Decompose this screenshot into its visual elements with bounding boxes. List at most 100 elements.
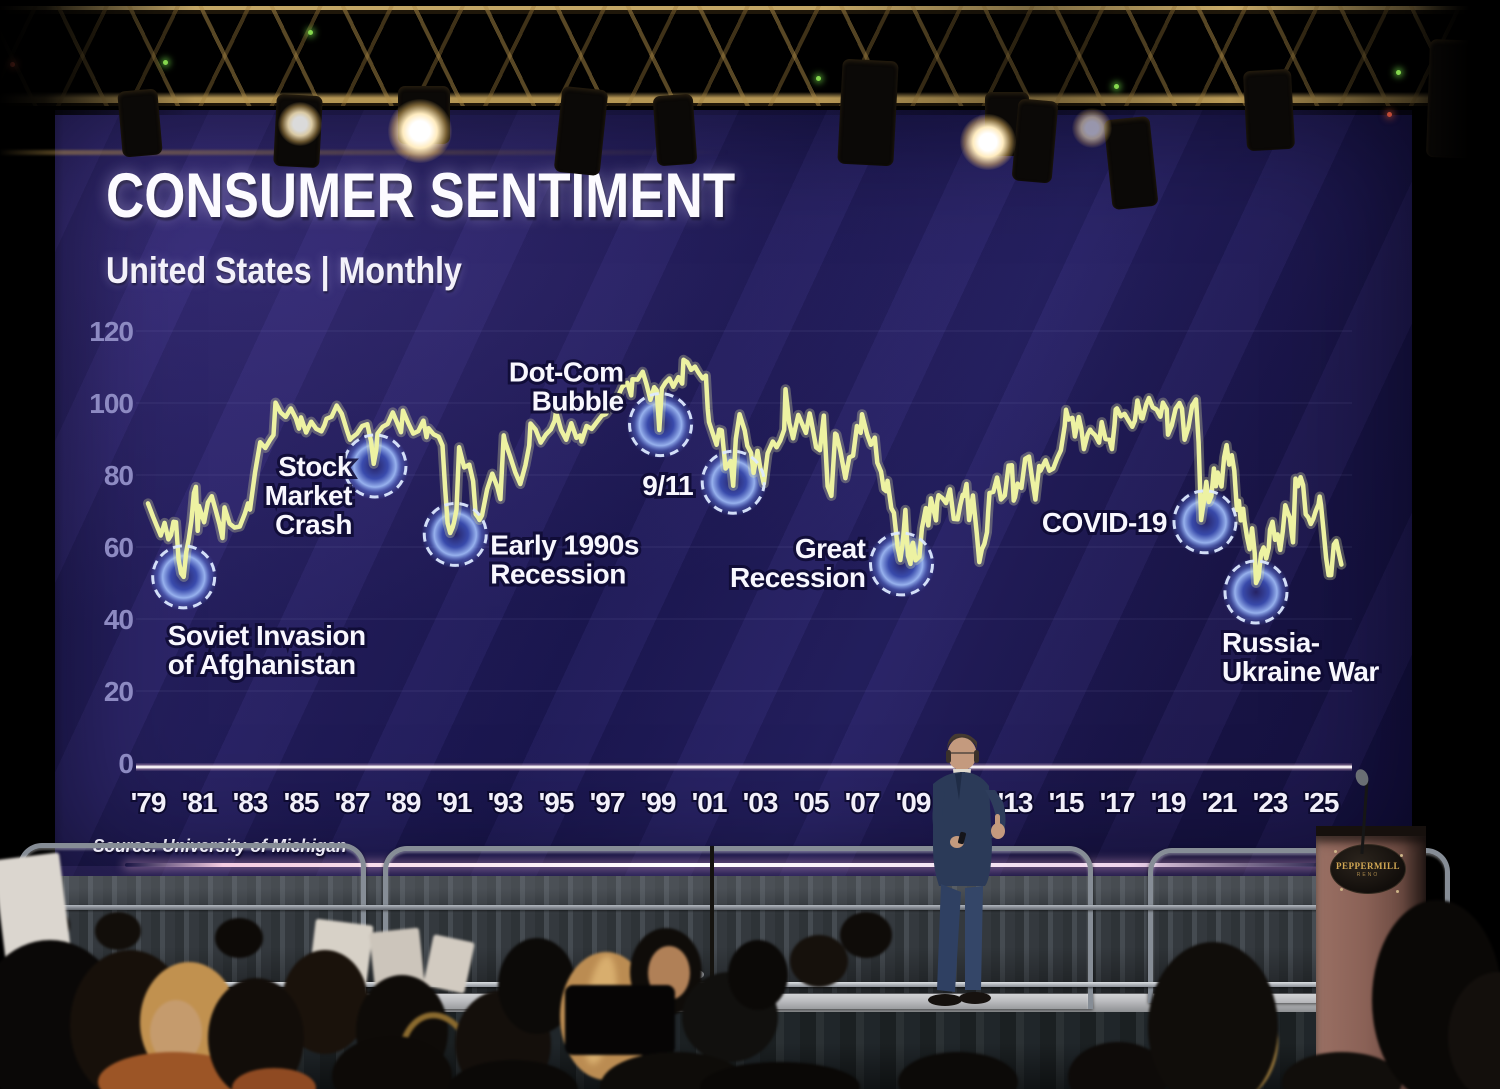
event-marker-glow bbox=[1221, 558, 1290, 626]
y-axis-tick: 0 bbox=[118, 748, 133, 779]
audience-member bbox=[728, 940, 788, 1010]
audience-member bbox=[898, 1052, 1018, 1089]
y-axis-tick: 80 bbox=[104, 460, 134, 491]
event-label: Bubble bbox=[532, 386, 624, 417]
slide-title: CONSUMER SENTIMENT bbox=[106, 161, 736, 231]
x-axis-tick: '05 bbox=[794, 787, 829, 818]
fixture-status-led-red bbox=[1387, 112, 1392, 117]
equipment-case bbox=[565, 985, 675, 1055]
presenter-right-arm bbox=[932, 790, 957, 848]
y-axis-tick: 40 bbox=[104, 604, 134, 635]
bright-stage-lamp bbox=[960, 114, 1016, 170]
sign-screw bbox=[1340, 888, 1343, 891]
event-marker-ring bbox=[869, 531, 935, 597]
x-axis-tick: '89 bbox=[386, 787, 421, 818]
event-marker-ring bbox=[1172, 489, 1238, 555]
menu-card bbox=[423, 934, 475, 994]
bright-stage-lamp bbox=[278, 102, 322, 146]
event-marker-glow bbox=[1170, 487, 1239, 556]
x-axis-tick: '93 bbox=[488, 787, 523, 818]
presenter-jacket bbox=[933, 772, 992, 886]
presenter-left-leg bbox=[937, 884, 961, 992]
sign-screw bbox=[1334, 850, 1337, 853]
x-axis-tick: '25 bbox=[1304, 787, 1339, 818]
presenter-shoe bbox=[928, 994, 962, 1006]
fixture-status-led bbox=[308, 30, 313, 35]
audience-member bbox=[215, 918, 263, 958]
y-axis-tick: 100 bbox=[89, 388, 133, 419]
presenter-clicker bbox=[957, 831, 967, 845]
presenter bbox=[928, 733, 1006, 1006]
audience-member bbox=[1148, 942, 1278, 1089]
x-axis-tick: '23 bbox=[1253, 787, 1288, 818]
audience-member bbox=[95, 912, 141, 950]
x-axis-tick: '01 bbox=[692, 787, 727, 818]
y-axis-tick: 120 bbox=[89, 316, 133, 347]
x-axis-tick: '85 bbox=[284, 787, 319, 818]
event-marker-ring bbox=[342, 433, 408, 499]
event-label: Recession bbox=[490, 558, 626, 589]
event-label: Crash bbox=[275, 509, 352, 540]
x-axis-tick: '99 bbox=[641, 787, 676, 818]
event-label: Russia- bbox=[1222, 627, 1320, 658]
x-axis-tick: '09 bbox=[896, 787, 931, 818]
x-axis-tick: '21 bbox=[1202, 787, 1237, 818]
x-axis-tick: '97 bbox=[590, 787, 625, 818]
x-axis-tick: '95 bbox=[539, 787, 574, 818]
event-marker-ring bbox=[628, 392, 694, 458]
event-marker-glow bbox=[421, 500, 490, 569]
bright-stage-lamp bbox=[1072, 108, 1112, 148]
podium-brand-text: PEPPERMILL bbox=[1335, 860, 1400, 871]
event-label: Recession bbox=[730, 562, 866, 593]
x-axis-tick: '19 bbox=[1151, 787, 1186, 818]
y-axis-tick: 60 bbox=[104, 532, 134, 563]
x-axis-tick: '81 bbox=[182, 787, 217, 818]
y-axis-tick: 20 bbox=[104, 676, 134, 707]
sign-screw bbox=[1400, 854, 1403, 857]
bright-stage-lamp bbox=[388, 99, 452, 163]
presenter-right-leg bbox=[965, 886, 983, 990]
mic-stand-pole bbox=[710, 846, 714, 996]
slide-subtitle: United States | Monthly bbox=[106, 250, 462, 291]
event-label: Ukraine War bbox=[1222, 656, 1379, 687]
fixture-status-led bbox=[163, 60, 168, 65]
event-marker-ring bbox=[422, 501, 488, 567]
truss-lower-chord bbox=[0, 150, 730, 155]
x-axis-tick: '87 bbox=[335, 787, 370, 818]
fixture-status-led bbox=[1396, 70, 1401, 75]
fixture-status-led bbox=[816, 76, 821, 81]
event-marker-ring bbox=[700, 449, 766, 515]
sign-screw bbox=[1396, 890, 1399, 893]
event-label: of Afghanistan bbox=[168, 649, 356, 680]
event-label: Market bbox=[265, 480, 352, 511]
orange-dress bbox=[232, 1068, 316, 1089]
fixture-status-led bbox=[1114, 84, 1119, 89]
x-axis-tick: '17 bbox=[1100, 787, 1135, 818]
event-label: Dot-Com bbox=[509, 357, 624, 388]
podium-sign: PEPPERMILL RENO bbox=[1330, 844, 1406, 894]
x-axis-tick: '15 bbox=[1049, 787, 1084, 818]
presenter-hair bbox=[947, 734, 977, 752]
audience-member bbox=[840, 912, 892, 958]
x-axis-tick: '83 bbox=[233, 787, 268, 818]
presenter-thumb bbox=[995, 814, 1000, 826]
event-marker-glow bbox=[340, 432, 409, 500]
x-axis-tick: '03 bbox=[743, 787, 778, 818]
event-label: 9/11 bbox=[642, 470, 693, 501]
x-axis-tick: '79 bbox=[131, 787, 166, 818]
event-marker-ring bbox=[1223, 559, 1289, 625]
railing-low-tube bbox=[150, 982, 1440, 987]
event-label: COVID-19 bbox=[1042, 507, 1167, 538]
presenter-left-hand bbox=[991, 823, 1005, 839]
event-label: Early 1990s bbox=[490, 529, 639, 560]
event-label: Soviet Invasion bbox=[168, 620, 366, 651]
event-marker-ring bbox=[151, 544, 217, 610]
event-label: Great bbox=[795, 533, 866, 564]
audience-member bbox=[790, 935, 848, 987]
screen-bottom-glow-line bbox=[125, 863, 1350, 867]
sentiment-line bbox=[145, 357, 1344, 586]
presenter-shoe bbox=[959, 992, 991, 1004]
